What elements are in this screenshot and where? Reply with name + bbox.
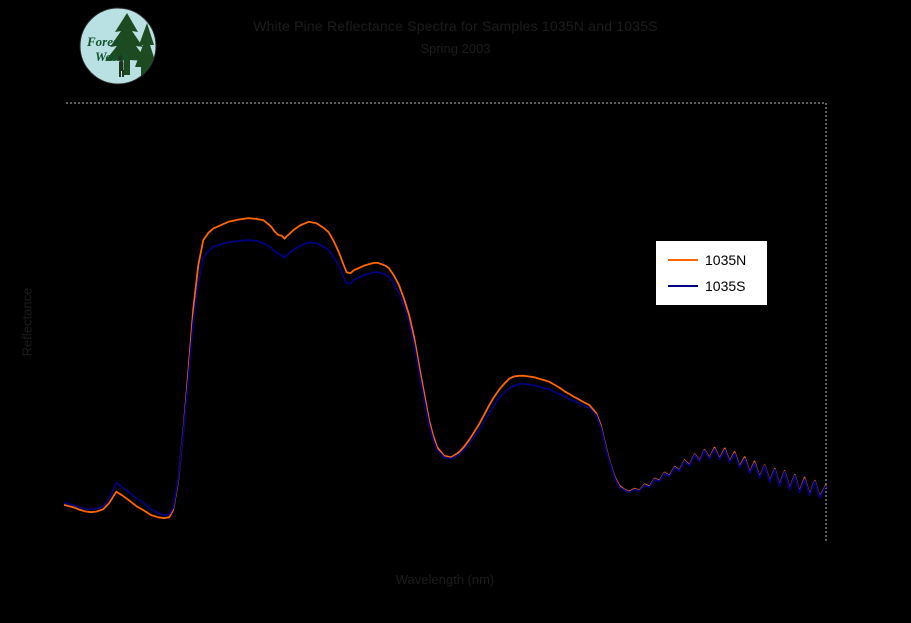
person-icon xyxy=(118,55,124,77)
forest-watch-logo-graphic: Forest Watch xyxy=(79,7,157,85)
chart-title-line1: White Pine Reflectance Spectra for Sampl… xyxy=(253,18,658,34)
pine-tree-icon xyxy=(105,13,156,77)
legend-label: 1035S xyxy=(705,278,746,294)
legend-line-swatch-1035N xyxy=(668,259,698,261)
legend-label: 1035N xyxy=(705,252,747,268)
legend-entry-1035N: 1035N xyxy=(668,253,759,267)
series-line-1035S xyxy=(63,239,827,516)
series-lines xyxy=(63,217,827,519)
legend-line-swatch-1035S xyxy=(668,285,698,287)
legend: 1035N 1035S xyxy=(655,240,768,306)
x-axis-label: Wavelength (nm) xyxy=(395,572,495,587)
chart-title: White Pine Reflectance Spectra for Sampl… xyxy=(0,18,911,56)
chart-title-line2: Spring 2003 xyxy=(420,41,491,56)
logo-text-watch: Watch xyxy=(95,49,129,64)
legend-entry-1035S: 1035S xyxy=(668,279,759,293)
forest-watch-logo: Forest Watch xyxy=(79,7,157,85)
y-axis-label: Reflectance xyxy=(19,287,35,357)
logo-text-forest: Forest xyxy=(86,34,122,49)
